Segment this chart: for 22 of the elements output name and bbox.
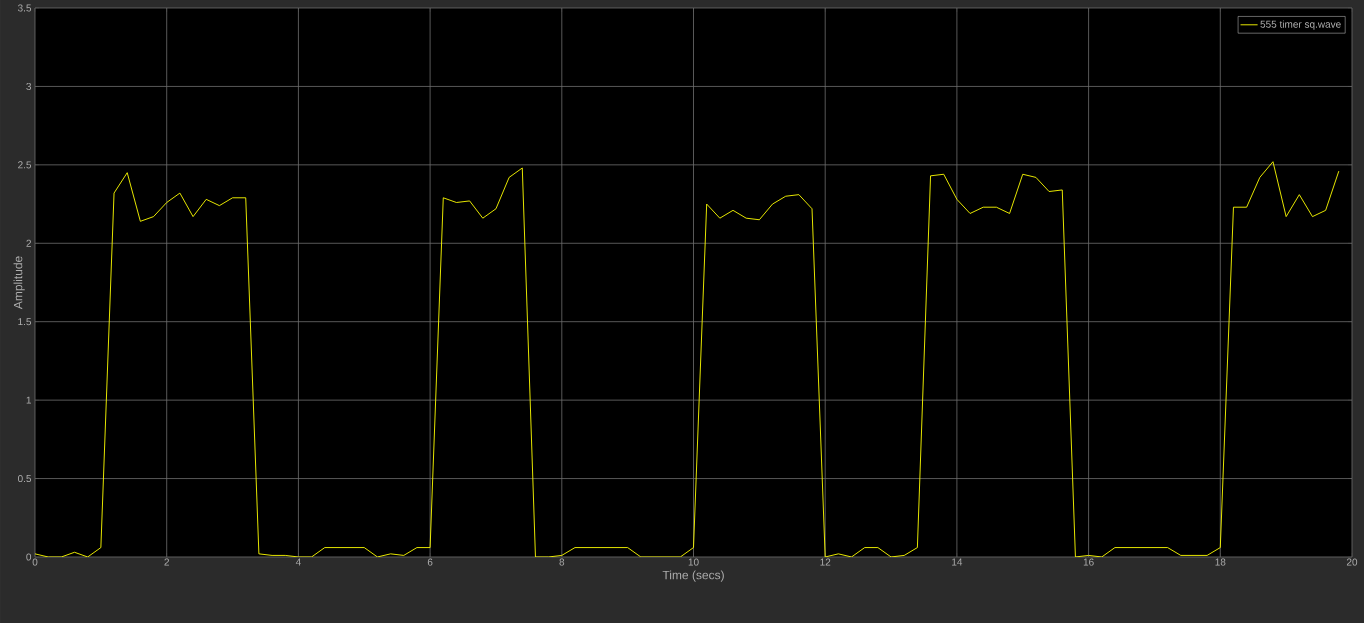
x-tick-label: 14 [952, 558, 963, 566]
x-tick-label: 18 [1215, 558, 1226, 566]
x-tick-label: 4 [295, 558, 301, 566]
x-axis-title: Time (secs) [662, 570, 724, 582]
x-tick-label: 10 [688, 558, 699, 566]
y-tick-label: 1 [26, 396, 31, 404]
x-tick-label: 12 [820, 558, 831, 566]
y-tick-label: 0 [26, 553, 32, 561]
x-tick-label: 8 [559, 558, 565, 566]
x-tick-label: 16 [1083, 558, 1094, 566]
y-tick-label: 2 [26, 239, 31, 247]
y-tick-label: 1.5 [18, 318, 32, 326]
y-axis-title: Amplitude [13, 256, 25, 310]
x-tick-label: 6 [427, 558, 433, 566]
x-tick-label: 0 [32, 558, 38, 566]
y-tick-label: 0.5 [17, 475, 32, 483]
x-tick-label: 2 [164, 558, 169, 566]
x-tick-label: 20 [1346, 558, 1358, 566]
y-tick-label: 3 [26, 82, 32, 90]
y-tick-label: 3.5 [17, 4, 32, 12]
y-tick-label: 2.5 [18, 161, 32, 169]
legend-label: 555 timer sq.wave [1260, 20, 1341, 30]
